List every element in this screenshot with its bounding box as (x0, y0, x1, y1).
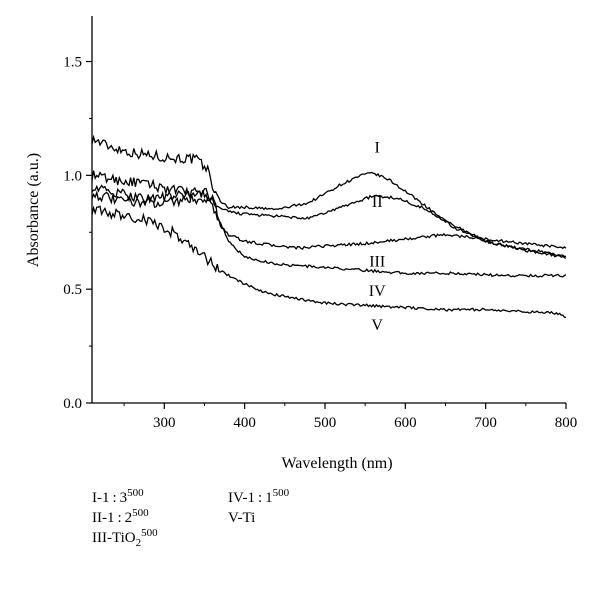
legend-item-text: III-TiO (92, 530, 136, 546)
axis-layer: 300 400 500 600 700 800 0.0 0.5 1.0 1.5 (63, 55, 577, 431)
legend-item: IV-1 : 1500 (228, 488, 289, 508)
legend-item: III-TiO2500 (92, 527, 158, 549)
legend-item-text: I-1 : 3 (92, 490, 128, 506)
legend-item: II-1 : 2500 (92, 508, 158, 528)
x-tick-label: 500 (314, 415, 337, 431)
x-tick-label: 700 (474, 415, 497, 431)
x-tick-label: 400 (233, 415, 256, 431)
legend-item-superscript: 500 (141, 527, 158, 539)
series-label-I: I (375, 140, 380, 157)
legend-item: V-Ti (228, 508, 289, 528)
legend-item-superscript: 500 (132, 507, 149, 519)
legend-item-superscript: 500 (272, 487, 290, 499)
x-tick-label: 800 (555, 415, 578, 431)
legend-item-superscript: 500 (127, 487, 144, 499)
series-line-III (91, 184, 567, 251)
x-axis-label: Wavelength (nm) (281, 455, 392, 472)
series-line-V (91, 205, 567, 319)
legend-item-text: IV-1 : 1 (228, 490, 273, 506)
legend-item-subscript: 2 (135, 537, 142, 549)
series-line-II (91, 170, 567, 259)
legend-col-1: I-1 : 3500 II-1 : 2500 III-TiO2500 (92, 488, 158, 549)
y-tick-label: 0.0 (63, 396, 82, 412)
legend-item-text: V-Ti (228, 510, 256, 526)
series-line-IV (91, 190, 567, 278)
series-label-II: II (372, 194, 383, 211)
series-label-III: III (369, 253, 385, 270)
legend-item-text: II-1 : 2 (92, 510, 133, 526)
y-tick-label: 0.5 (63, 282, 82, 298)
y-tick-label: 1.0 (63, 168, 82, 184)
x-tick-label: 600 (394, 415, 417, 431)
x-tick-label: 300 (153, 415, 176, 431)
legend-item: I-1 : 3500 (92, 488, 158, 508)
plot-frame (91, 16, 566, 404)
legend-col-2: IV-1 : 1500 V-Ti (228, 488, 289, 528)
series-label-V: V (371, 317, 383, 334)
series-label-IV: IV (369, 283, 386, 300)
y-axis-label: Absorbance (a.u.) (25, 153, 42, 267)
y-tick-label: 1.5 (63, 55, 82, 71)
